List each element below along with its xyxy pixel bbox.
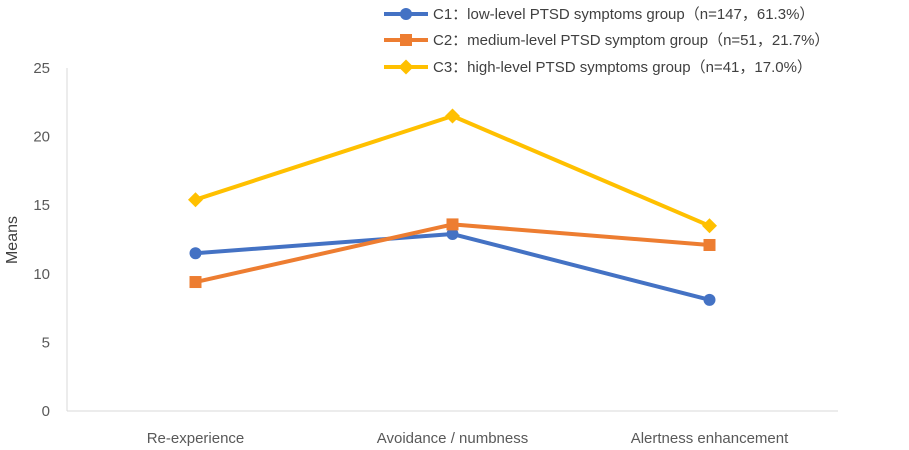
data-point-c2 <box>446 218 459 231</box>
data-point-c2 <box>189 276 202 289</box>
data-point-c1 <box>446 228 459 241</box>
y-tick-label: 0 <box>42 403 50 420</box>
legend-label-c2: C2：medium-level PTSD symptom group（n=51，… <box>433 32 829 49</box>
data-point-c3 <box>445 108 460 124</box>
series-group <box>188 108 717 306</box>
x-tick-labels: Re-experience Avoidance / numbness Alertne… <box>147 430 789 447</box>
x-tick-label: Avoidance / numbness <box>377 430 529 447</box>
legend-label-c3: C3：high-level PTSD symptoms group（n=41，1… <box>433 59 812 76</box>
y-axis-title: Means <box>4 216 21 264</box>
legend-label-c1: C1：low-level PTSD symptoms group（n=147，6… <box>433 6 814 23</box>
legend: C1：low-level PTSD symptoms group（n=147，6… <box>384 6 829 76</box>
data-point-c1 <box>189 247 202 260</box>
data-point-c1 <box>703 293 716 306</box>
series-line-c3 <box>194 114 711 228</box>
x-tick-label: Alertness enhancement <box>631 430 789 447</box>
legend-marker-c2 <box>400 34 412 46</box>
y-tick-labels: 0 5 10 15 20 25 <box>33 60 50 420</box>
data-point-c3 <box>188 192 203 208</box>
y-tick-label: 20 <box>33 129 50 146</box>
data-point-c2 <box>703 238 716 251</box>
y-tick-label: 25 <box>33 60 50 77</box>
series-line-c1 <box>195 232 710 302</box>
legend-marker-c3 <box>398 59 414 75</box>
y-tick-label: 10 <box>33 266 50 283</box>
legend-marker-c1 <box>400 8 412 20</box>
y-tick-label: 5 <box>42 334 50 351</box>
x-tick-label: Re-experience <box>147 430 245 447</box>
y-tick-label: 15 <box>33 197 50 214</box>
data-point-c3 <box>702 218 717 234</box>
